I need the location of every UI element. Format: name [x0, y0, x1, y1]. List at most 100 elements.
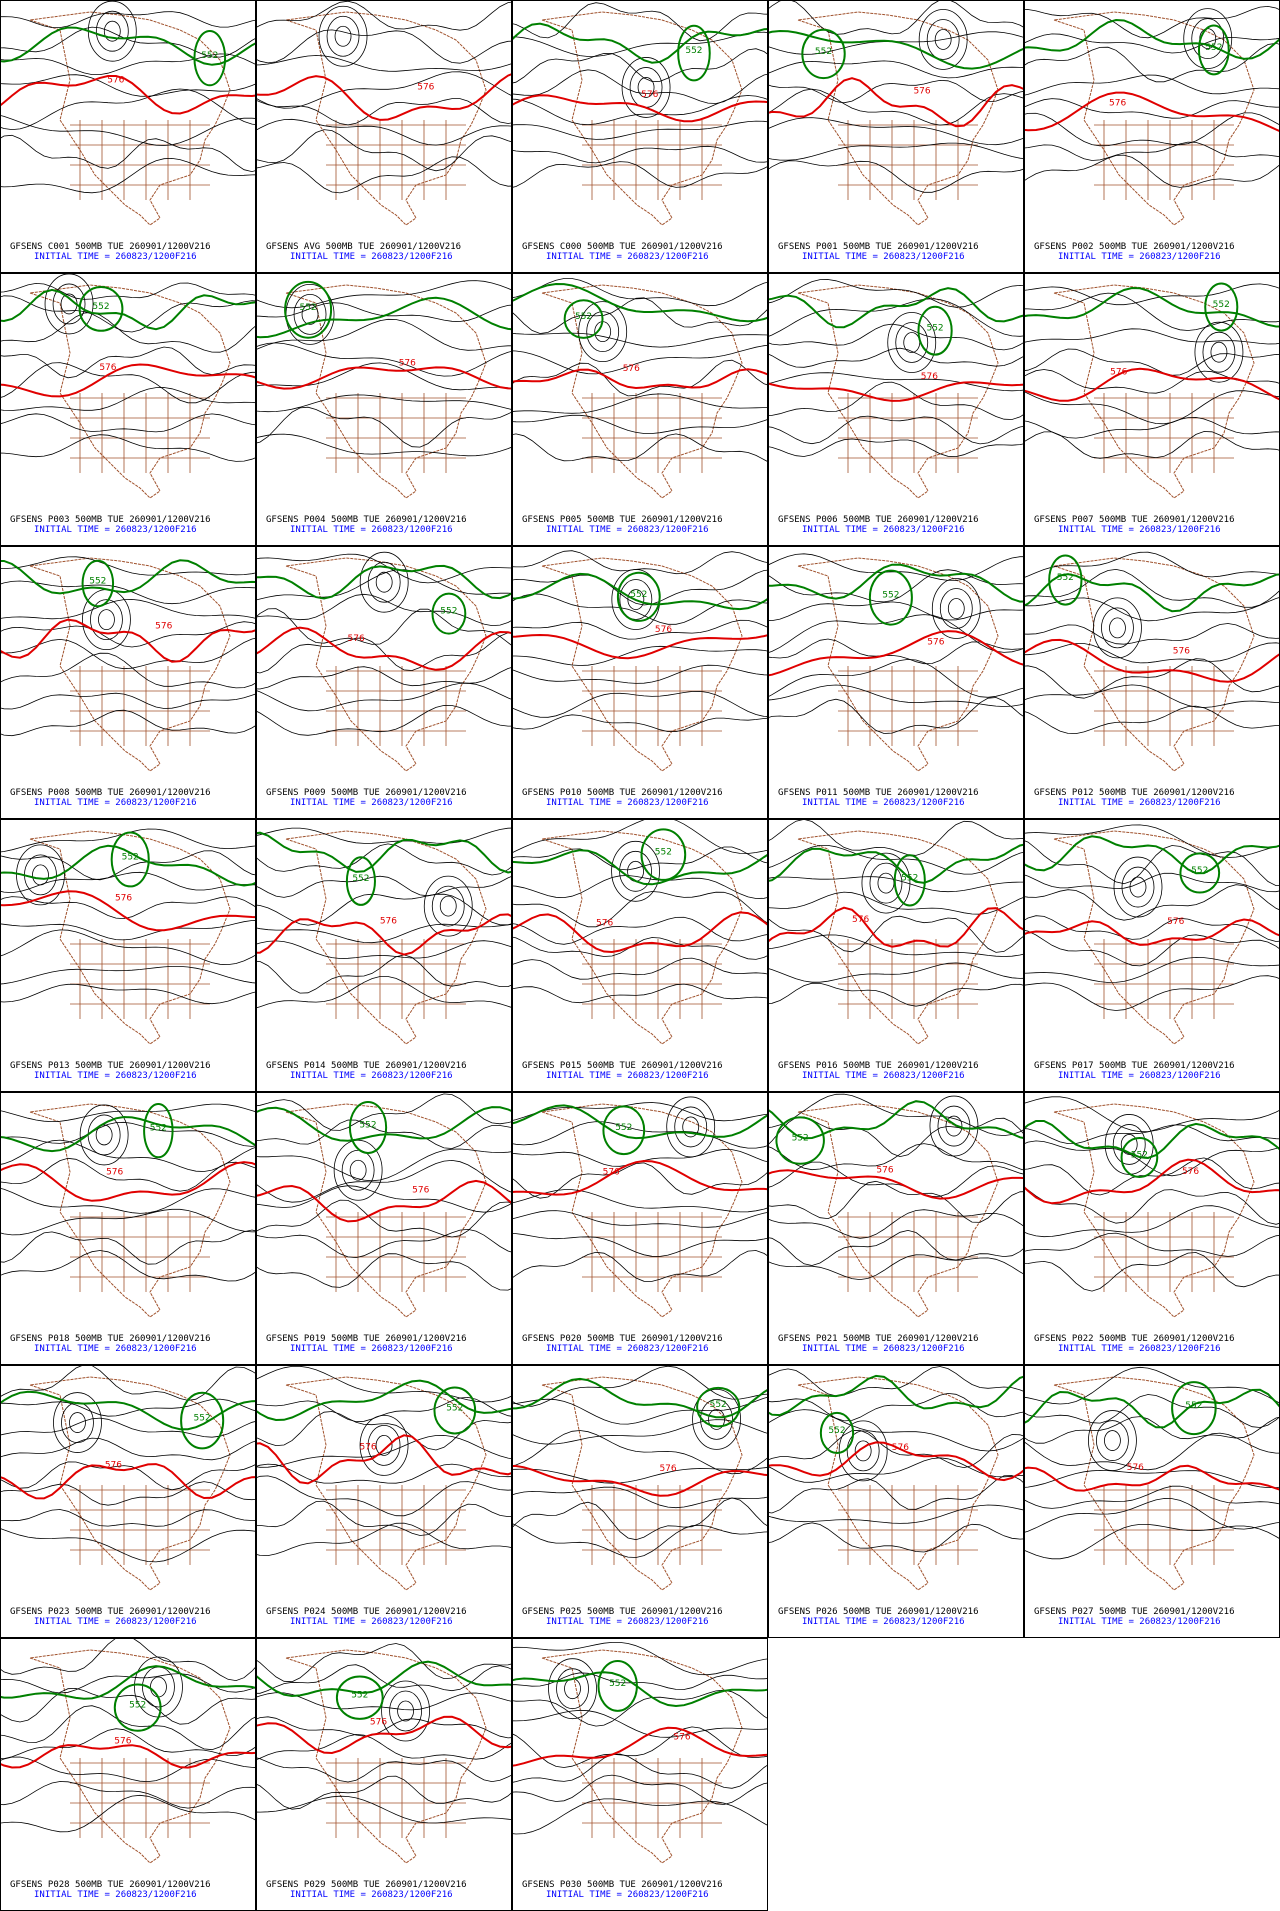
- panel-bg: [1024, 546, 1280, 819]
- panel-border: [256, 0, 512, 273]
- contour-576: [0, 363, 256, 398]
- low-contour: [1113, 856, 1163, 918]
- low-contour: [692, 1388, 741, 1450]
- coastline: [1053, 1376, 1255, 1591]
- contour-552: [256, 1379, 512, 1422]
- contour: [0, 919, 256, 941]
- low-contour: [548, 1658, 597, 1720]
- low-contour: [301, 304, 319, 325]
- low-contour: [586, 311, 620, 353]
- panel: 552 576 GFSENS P001 500MB TUE 260901/1200V…: [768, 0, 1024, 273]
- contour-label: 576: [412, 1186, 429, 1196]
- contour: [768, 1392, 1024, 1422]
- contour-576: [512, 911, 768, 954]
- contour: [512, 819, 768, 854]
- contour: [0, 1687, 256, 1725]
- low-contour: [79, 1104, 129, 1166]
- contour-label: 576: [892, 1443, 909, 1453]
- contour: [512, 161, 768, 188]
- panel: 552 576 GFSENS P030 500MB TUE 260901/1200V…: [512, 1638, 768, 1911]
- low-contour: [98, 609, 115, 631]
- coastline: [797, 1103, 999, 1318]
- contour: [768, 1429, 1024, 1469]
- panel-border: [768, 1365, 1024, 1638]
- contour: [512, 875, 768, 899]
- contour: [768, 684, 1024, 707]
- contour: [768, 60, 1024, 79]
- contour: [256, 704, 512, 736]
- contour: [0, 362, 256, 404]
- contour: [512, 957, 768, 980]
- contour-552: [677, 24, 711, 82]
- contour: [1024, 1124, 1280, 1145]
- contour: [0, 983, 256, 1005]
- panel-title: GFSENS P012 500MB TUE 260901/1200V216: [1034, 788, 1234, 798]
- contour: [512, 645, 768, 666]
- initial-time: INITIAL TIME = 260823/1200F216: [546, 252, 709, 262]
- contour-552: [1171, 1381, 1217, 1436]
- contour: [1024, 348, 1280, 376]
- low-contour: [103, 20, 121, 42]
- contour-552: [512, 1377, 768, 1419]
- contour-552: [335, 1675, 384, 1720]
- contour: [1024, 292, 1280, 331]
- low-contour: [53, 1392, 102, 1453]
- contour-label: 552: [1131, 1150, 1148, 1160]
- contour: [768, 88, 1024, 126]
- low-contour: [887, 312, 937, 373]
- contour: [1024, 623, 1280, 645]
- contour-576: [256, 913, 512, 956]
- contour-552: [433, 1386, 477, 1435]
- contour-552: [0, 26, 256, 66]
- contour: [1024, 884, 1280, 921]
- contour: [1024, 1469, 1280, 1488]
- panel: 552 576 GFSENS P018 500MB TUE 260901/1200V…: [0, 1092, 256, 1365]
- contour-label: 552: [615, 1123, 632, 1133]
- coastline: [541, 1103, 743, 1318]
- panel-title: GFSENS P007 500MB TUE 260901/1200V216: [1034, 515, 1234, 525]
- coastline: [541, 11, 743, 226]
- panel-border: [256, 273, 512, 546]
- panel: 552 576 GFSENS P027 500MB TUE 260901/1200V…: [1024, 1365, 1280, 1638]
- contour-552: [0, 844, 256, 887]
- contour: [256, 29, 512, 64]
- contour-576: [0, 75, 256, 115]
- contour-552: [345, 856, 376, 906]
- contour: [1024, 956, 1280, 983]
- contour: [0, 1638, 256, 1682]
- panel-title: GFSENS C001 500MB TUE 260901/1200V216: [10, 242, 210, 252]
- contour: [0, 1208, 256, 1236]
- contour-552: [1024, 835, 1280, 875]
- contour: [768, 160, 1024, 193]
- contour-label: 576: [114, 1737, 131, 1747]
- contour: [0, 1794, 256, 1833]
- contour: [256, 1199, 512, 1238]
- panel-border: [512, 0, 768, 273]
- contour: [0, 1417, 256, 1438]
- low-contour: [666, 1096, 716, 1158]
- contour: [0, 346, 256, 379]
- contour-552: [512, 1104, 768, 1140]
- contour: [1024, 1186, 1280, 1225]
- contour-552: [431, 592, 467, 635]
- contour: [256, 593, 512, 627]
- contour-576: [256, 1434, 512, 1485]
- contour: [0, 929, 256, 966]
- low-contour: [918, 9, 968, 70]
- contour-label: 552: [194, 1414, 211, 1424]
- contour-552: [0, 1115, 256, 1153]
- contour: [512, 619, 768, 640]
- panel-title: GFSENS P011 500MB TUE 260901/1200V216: [778, 788, 978, 798]
- contour-552: [1024, 286, 1280, 328]
- panel-title: GFSENS P016 500MB TUE 260901/1200V216: [778, 1061, 978, 1071]
- contour: [0, 1229, 256, 1265]
- panel-bg: [256, 273, 512, 546]
- panel: 552 576 GFSENS P011 500MB TUE 260901/1200V…: [768, 546, 1024, 819]
- contour-label: 576: [359, 1443, 376, 1453]
- contour: [0, 311, 256, 353]
- contour: [256, 1643, 512, 1683]
- low-contour: [439, 895, 457, 917]
- contour-576: [768, 1441, 1024, 1482]
- panel-border: [512, 1365, 768, 1638]
- low-contour: [846, 1430, 880, 1472]
